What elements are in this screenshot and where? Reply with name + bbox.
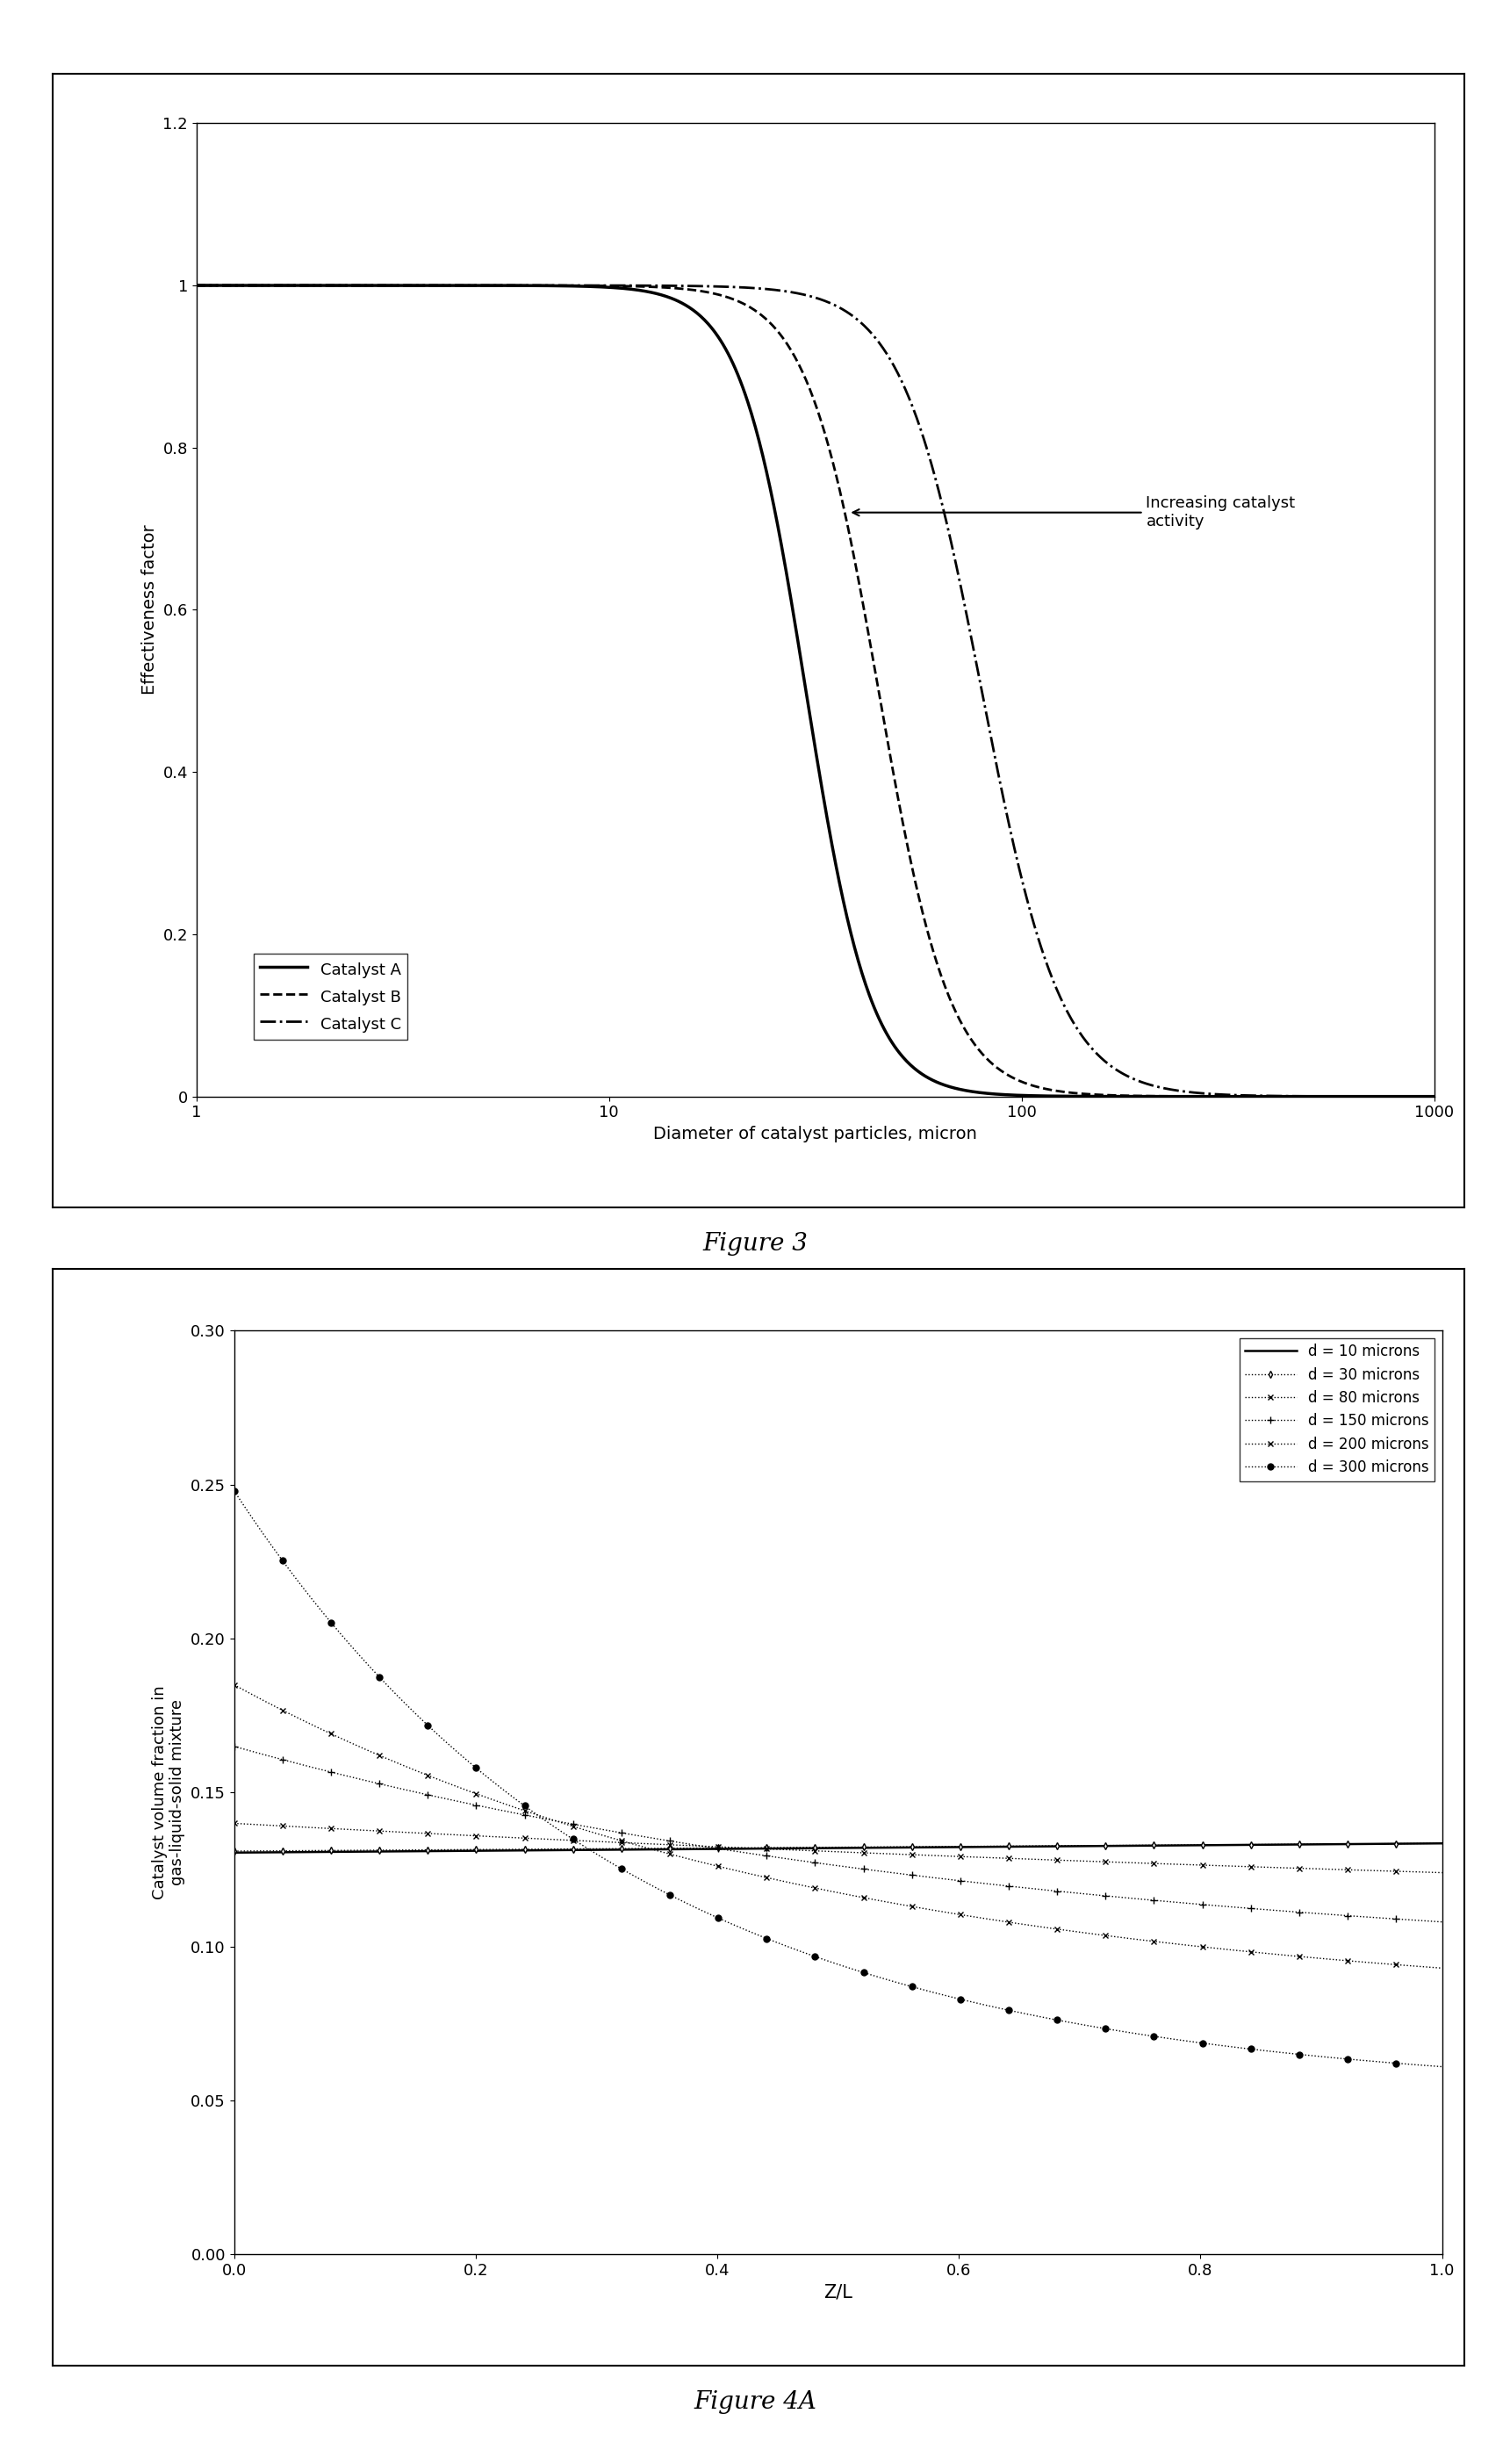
X-axis label: Z/L: Z/L xyxy=(823,2284,853,2301)
Catalyst B xyxy=(314,271,332,301)
Catalyst C xyxy=(689,271,707,301)
Catalyst A xyxy=(314,271,332,301)
Legend: d = 10 microns, d = 30 microns, d = 80 microns, d = 150 microns, d = 200 microns: d = 10 microns, d = 30 microns, d = 80 m… xyxy=(1240,1338,1434,1481)
Line: Catalyst C: Catalyst C xyxy=(196,286,1434,1096)
Catalyst C xyxy=(314,271,332,301)
Text: Figure 3: Figure 3 xyxy=(702,1232,808,1257)
Catalyst B xyxy=(1152,1082,1170,1111)
Catalyst B xyxy=(1425,1082,1444,1111)
Catalyst A xyxy=(1152,1082,1170,1111)
Catalyst B xyxy=(187,271,205,301)
Catalyst A xyxy=(1425,1082,1444,1111)
Catalyst C xyxy=(732,274,750,303)
Y-axis label: Catalyst volume fraction in
gas-liquid-solid mixture: Catalyst volume fraction in gas-liquid-s… xyxy=(151,1685,186,1900)
Catalyst B xyxy=(732,288,750,318)
Catalyst B xyxy=(1037,1074,1055,1104)
Catalyst C xyxy=(1152,1072,1170,1101)
Catalyst A xyxy=(1175,1082,1193,1111)
Catalyst A xyxy=(1037,1082,1055,1111)
Line: Catalyst A: Catalyst A xyxy=(196,286,1434,1096)
Catalyst A xyxy=(187,271,205,301)
X-axis label: Diameter of catalyst particles, micron: Diameter of catalyst particles, micron xyxy=(654,1126,977,1143)
Catalyst C xyxy=(187,271,205,301)
Catalyst B xyxy=(1175,1082,1193,1111)
Legend: Catalyst A, Catalyst B, Catalyst C: Catalyst A, Catalyst B, Catalyst C xyxy=(254,954,408,1040)
Catalyst C xyxy=(1175,1077,1193,1106)
Text: Figure 4A: Figure 4A xyxy=(693,2390,817,2415)
Catalyst A xyxy=(689,298,707,328)
Catalyst C xyxy=(1425,1082,1444,1111)
Catalyst B xyxy=(689,276,707,306)
Y-axis label: Effectiveness factor: Effectiveness factor xyxy=(140,525,157,695)
Catalyst C xyxy=(1037,949,1055,978)
Catalyst A xyxy=(732,370,750,399)
Line: Catalyst B: Catalyst B xyxy=(196,286,1434,1096)
Text: Increasing catalyst
activity: Increasing catalyst activity xyxy=(853,495,1296,530)
